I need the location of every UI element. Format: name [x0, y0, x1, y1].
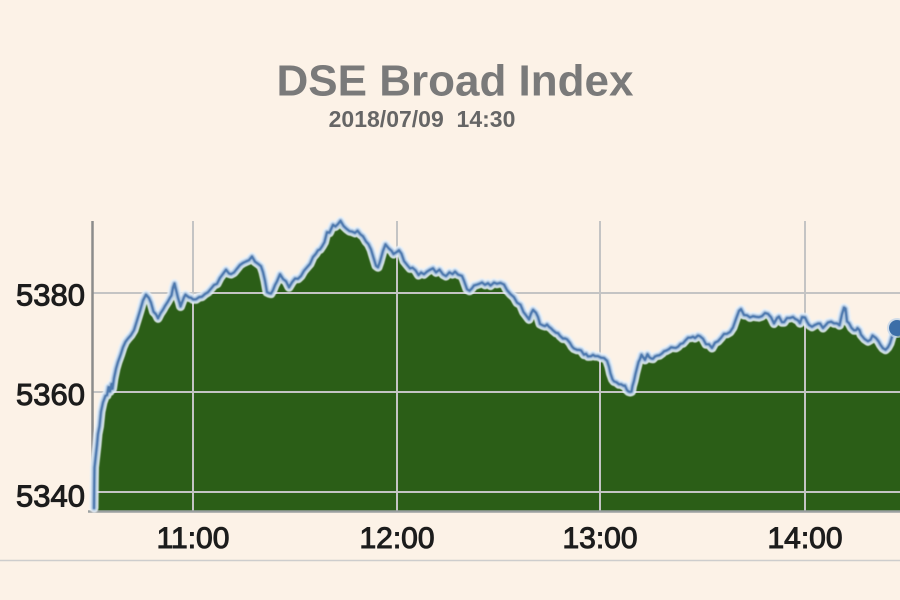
svg-text:5360: 5360: [16, 377, 85, 412]
svg-text:5380: 5380: [16, 278, 85, 313]
svg-text:5340: 5340: [16, 479, 85, 514]
svg-text:12:00: 12:00: [359, 522, 434, 555]
svg-text:DSE Broad Index: DSE Broad Index: [277, 57, 634, 106]
svg-text:14:00: 14:00: [767, 522, 842, 555]
svg-text:11:00: 11:00: [157, 522, 230, 555]
svg-text:13:00: 13:00: [562, 522, 637, 555]
svg-text:2018/07/09 14:30: 2018/07/09 14:30: [329, 106, 516, 132]
